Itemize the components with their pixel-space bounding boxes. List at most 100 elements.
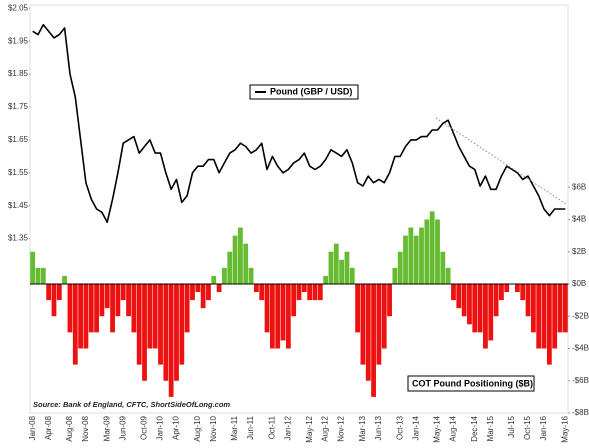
bar <box>312 283 318 301</box>
y-tick-label: $1.55 <box>8 168 29 177</box>
x-tick-label: Apr-10 <box>172 415 181 440</box>
bar <box>83 283 89 349</box>
y2-tick-label: -$6B <box>572 376 589 385</box>
bar <box>397 251 403 284</box>
bar <box>435 219 440 284</box>
trend-line <box>435 117 567 205</box>
bar <box>328 251 334 284</box>
legend-label: Pound (GBP / USD) <box>270 86 352 96</box>
bar <box>472 283 478 333</box>
bar <box>360 283 366 365</box>
bar <box>120 283 126 301</box>
bar <box>222 267 227 284</box>
y2-tick-label: $2B <box>572 247 586 256</box>
x-tick-label: Apr-08 <box>44 415 53 440</box>
bar <box>163 283 169 381</box>
bar <box>142 283 147 381</box>
x-tick-label: Jan-12 <box>283 415 292 440</box>
bar <box>238 227 243 284</box>
bar <box>94 283 99 333</box>
bar <box>520 283 526 301</box>
bar <box>280 283 286 341</box>
bar <box>301 283 307 293</box>
bar <box>62 275 68 284</box>
bar <box>467 283 472 325</box>
bar <box>355 283 360 333</box>
bar <box>147 283 153 349</box>
y-tick-label: $1.75 <box>8 102 29 111</box>
bar <box>387 283 392 317</box>
bar <box>307 283 313 301</box>
y-tick-label: $1.85 <box>8 69 29 78</box>
bar <box>168 283 174 397</box>
bar <box>451 283 456 301</box>
bar <box>211 275 217 284</box>
bar <box>536 283 542 349</box>
x-tick-label: Nov-10 <box>209 415 218 441</box>
bar <box>365 283 371 381</box>
bar <box>296 283 302 301</box>
bar <box>216 283 222 293</box>
x-tick-label: Aug-10 <box>193 415 202 441</box>
x-tick-label: Oct-13 <box>395 415 404 440</box>
bar <box>35 267 41 284</box>
x-tick-label: Dec-14 <box>470 415 479 441</box>
legend-label: COT Pound Positioning ($B) <box>412 378 533 388</box>
bar <box>562 283 568 333</box>
x-tick-label: Nov-08 <box>81 415 90 441</box>
bar <box>429 211 435 284</box>
bar <box>67 283 73 333</box>
bar <box>200 283 206 309</box>
bar <box>253 283 259 293</box>
bar <box>248 267 254 284</box>
x-tick-label: Jan-10 <box>156 415 165 440</box>
bar <box>131 283 137 333</box>
bar <box>88 283 94 333</box>
bar <box>424 219 430 284</box>
line <box>32 23 566 223</box>
legend-box <box>407 375 535 392</box>
x-tick-label: Nov-12 <box>337 415 346 441</box>
bar <box>136 283 142 365</box>
x-tick-label: May-14 <box>433 415 442 442</box>
bar <box>483 283 488 349</box>
bar <box>206 283 211 301</box>
bar <box>440 251 446 284</box>
bar <box>493 283 499 317</box>
bar <box>541 283 547 349</box>
bar <box>115 283 121 317</box>
x-tick-label: Jun-13 <box>374 415 383 440</box>
bar <box>546 283 552 365</box>
bar <box>456 283 462 309</box>
x-tick-label: Oct-15 <box>523 415 532 440</box>
y-tick-label: $1.95 <box>8 36 29 45</box>
bar <box>349 267 355 284</box>
bar <box>30 251 36 284</box>
x-tick-label: Jul-15 <box>507 415 516 437</box>
bar <box>110 283 115 333</box>
x-tick-label: Mar-09 <box>102 415 111 441</box>
x-tick-label: Jun-11 <box>246 415 255 439</box>
bar <box>184 283 190 333</box>
bar <box>504 283 510 293</box>
bar <box>333 243 339 284</box>
bar <box>530 283 536 333</box>
bar <box>152 283 158 349</box>
bar <box>99 283 105 317</box>
bar <box>243 243 249 284</box>
bar <box>477 283 483 333</box>
x-tick-label: May-16 <box>560 415 569 442</box>
y-tick-label: $2.05 <box>8 3 29 12</box>
bar <box>392 267 398 284</box>
y-tick-label: $1.65 <box>8 135 29 144</box>
bar <box>126 283 131 317</box>
bar <box>488 283 494 341</box>
bar <box>179 283 185 365</box>
bar <box>259 283 265 301</box>
x-tick-label: Aug-08 <box>65 415 74 441</box>
bar <box>195 283 201 293</box>
bar <box>376 283 382 365</box>
bar <box>264 283 270 333</box>
bar <box>381 283 387 349</box>
